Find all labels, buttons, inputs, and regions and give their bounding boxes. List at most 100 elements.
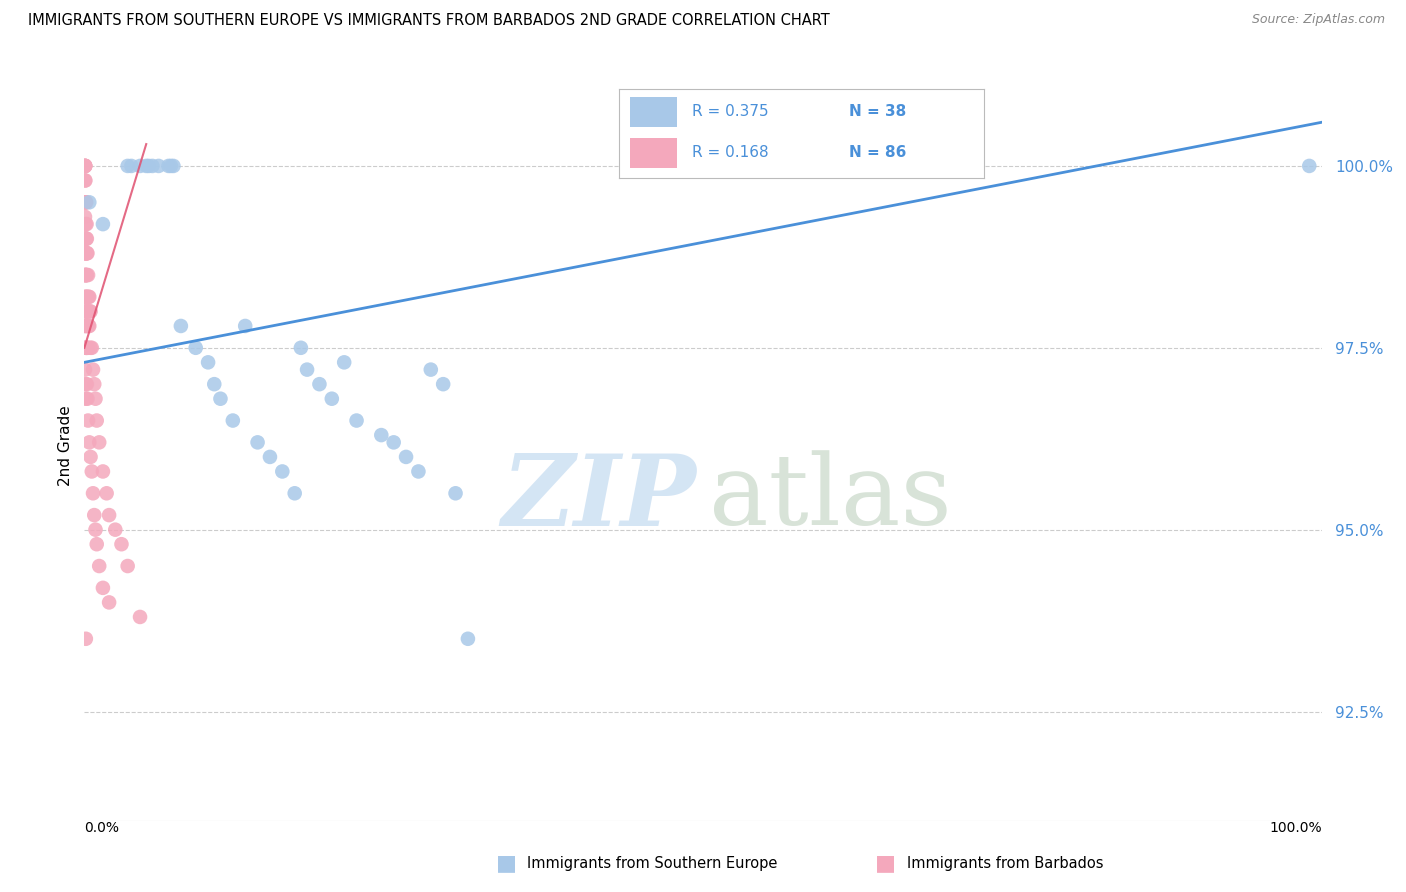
FancyBboxPatch shape bbox=[630, 97, 678, 127]
Point bbox=[73, 159, 96, 173]
Point bbox=[141, 159, 163, 173]
Point bbox=[73, 159, 96, 173]
Point bbox=[79, 450, 101, 464]
Point bbox=[80, 341, 103, 355]
Point bbox=[129, 610, 152, 624]
Point bbox=[83, 377, 105, 392]
Text: N = 86: N = 86 bbox=[849, 145, 907, 161]
Point bbox=[308, 377, 330, 392]
Y-axis label: 2nd Grade: 2nd Grade bbox=[58, 406, 73, 486]
Point bbox=[84, 523, 107, 537]
Point bbox=[75, 232, 97, 246]
Text: ZIP: ZIP bbox=[502, 450, 697, 547]
Point bbox=[75, 217, 97, 231]
Point bbox=[209, 392, 232, 406]
Point bbox=[162, 159, 184, 173]
Point bbox=[79, 341, 101, 355]
Point bbox=[382, 435, 405, 450]
Point bbox=[73, 173, 96, 187]
Point bbox=[117, 159, 139, 173]
Point bbox=[75, 246, 97, 260]
Point bbox=[98, 508, 121, 522]
Point bbox=[75, 290, 97, 304]
Point bbox=[104, 523, 127, 537]
Point bbox=[75, 232, 97, 246]
Point bbox=[129, 159, 152, 173]
Point bbox=[76, 246, 98, 260]
Point bbox=[98, 595, 121, 609]
Point bbox=[79, 304, 101, 318]
Point bbox=[84, 392, 107, 406]
Point bbox=[75, 318, 97, 333]
Point bbox=[75, 268, 97, 282]
Point bbox=[284, 486, 307, 500]
Point bbox=[75, 341, 97, 355]
Point bbox=[110, 537, 132, 551]
Point bbox=[75, 159, 97, 173]
Point bbox=[233, 318, 256, 333]
Point bbox=[91, 217, 114, 231]
Point bbox=[86, 537, 108, 551]
Text: Source: ZipAtlas.com: Source: ZipAtlas.com bbox=[1251, 13, 1385, 27]
Point bbox=[135, 159, 157, 173]
Point bbox=[76, 290, 98, 304]
Point bbox=[457, 632, 479, 646]
FancyBboxPatch shape bbox=[630, 138, 678, 168]
Point bbox=[77, 413, 100, 427]
Point bbox=[120, 159, 142, 173]
Point bbox=[76, 232, 98, 246]
Point bbox=[76, 290, 98, 304]
Point bbox=[333, 355, 356, 369]
Point bbox=[75, 246, 97, 260]
Text: R = 0.375: R = 0.375 bbox=[692, 104, 768, 120]
Point bbox=[75, 304, 97, 318]
Text: N = 38: N = 38 bbox=[849, 104, 907, 120]
Point bbox=[321, 392, 343, 406]
Point bbox=[395, 450, 418, 464]
Point bbox=[73, 195, 96, 210]
Point bbox=[346, 413, 368, 427]
Point bbox=[79, 195, 101, 210]
Point bbox=[75, 268, 97, 282]
Point bbox=[76, 341, 98, 355]
Point bbox=[75, 377, 97, 392]
Point bbox=[138, 159, 160, 173]
Point bbox=[73, 246, 96, 260]
Point bbox=[73, 159, 96, 173]
Point bbox=[290, 341, 312, 355]
Point bbox=[73, 210, 96, 224]
Point bbox=[259, 450, 281, 464]
Point bbox=[73, 232, 96, 246]
Point bbox=[79, 435, 101, 450]
Point bbox=[79, 304, 101, 318]
Point bbox=[75, 341, 97, 355]
Text: 0.0%: 0.0% bbox=[84, 821, 120, 835]
Point bbox=[432, 377, 454, 392]
Point bbox=[86, 413, 108, 427]
Point bbox=[80, 465, 103, 479]
Point bbox=[75, 318, 97, 333]
Point bbox=[76, 318, 98, 333]
Point bbox=[444, 486, 467, 500]
Text: ■: ■ bbox=[876, 854, 896, 873]
Point bbox=[148, 159, 170, 173]
Point bbox=[75, 341, 97, 355]
Point bbox=[408, 465, 430, 479]
Point bbox=[77, 318, 100, 333]
Text: IMMIGRANTS FROM SOUTHERN EUROPE VS IMMIGRANTS FROM BARBADOS 2ND GRADE CORRELATIO: IMMIGRANTS FROM SOUTHERN EUROPE VS IMMIG… bbox=[28, 13, 830, 29]
Point bbox=[91, 581, 114, 595]
Point bbox=[157, 159, 180, 173]
Point bbox=[75, 195, 97, 210]
Point bbox=[76, 217, 98, 231]
Text: R = 0.168: R = 0.168 bbox=[692, 145, 768, 161]
Point bbox=[89, 559, 111, 574]
Point bbox=[197, 355, 219, 369]
Point bbox=[77, 304, 100, 318]
Point bbox=[184, 341, 207, 355]
Point bbox=[77, 341, 100, 355]
Point bbox=[79, 318, 101, 333]
Point bbox=[77, 290, 100, 304]
Point bbox=[246, 435, 269, 450]
Point bbox=[222, 413, 245, 427]
Point bbox=[75, 173, 97, 187]
